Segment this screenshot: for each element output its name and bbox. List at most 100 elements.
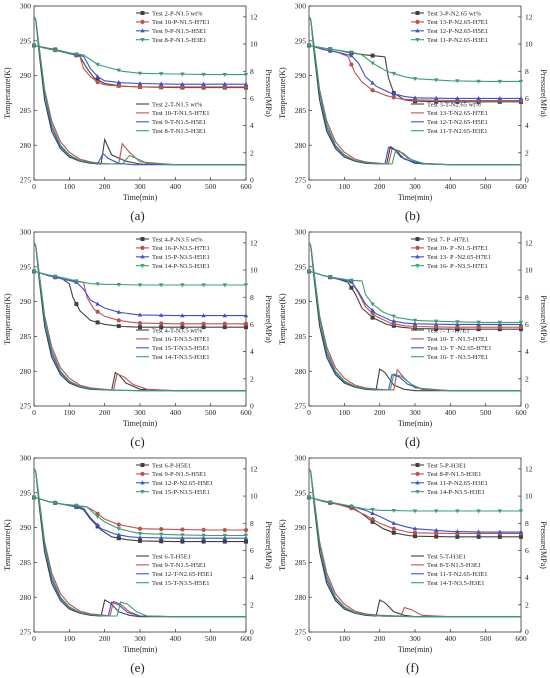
legend-marker [415,19,420,24]
data-point [180,527,185,532]
data-point [159,283,164,288]
data-point [180,539,185,544]
y2-tick-label: 12 [250,238,258,247]
data-point [95,309,100,314]
y2-tick-label: 4 [250,121,254,130]
legend-label: Test 5-P-H3E1 [427,462,466,469]
data-point [391,91,396,96]
data-point [243,84,249,89]
data-point [412,321,418,326]
data-point [180,533,185,538]
y2-tick-label: 2 [250,148,254,157]
x-axis-label: Time(min) [398,419,433,428]
data-point [222,283,227,288]
y-tick-label: 290 [295,71,307,80]
panel-caption: (d) [405,434,420,449]
y2-tick-label: 12 [525,464,533,473]
y2-tick-label: 0 [250,628,254,637]
y-tick-label: 285 [295,558,307,567]
y-tick-label: 285 [20,558,32,567]
data-point [391,520,396,525]
y-tick-label: 275 [20,628,32,637]
chart-svg: 0 100 200 300 400 500 600 275 280 285 290 295 300 0 2 4… [278,2,548,223]
y-tick-label: 300 [295,228,307,237]
data-point [74,503,79,508]
x-tick-label: 0 [32,182,36,191]
x-tick-label: 600 [515,182,527,191]
y2-tick-label: 12 [525,12,533,21]
y2-tick-label: 6 [250,94,254,103]
x-tick-label: 100 [64,634,76,643]
temperature-line [309,242,521,392]
data-point [434,509,439,514]
y2-tick-label: 10 [250,492,258,501]
data-point [180,313,185,318]
y-axis-label: Temperature(K) [278,519,287,571]
data-point [95,80,100,85]
y2-tick-label: 6 [250,320,254,329]
data-point [412,324,418,329]
data-point [95,282,100,287]
legend-label: Test 9-T-N1.5-H5E1 [152,562,206,569]
legend-label: Test 6-T-H5E1 [152,553,191,560]
pressure-line [309,44,521,82]
chart-panel: 0 100 200 300 400 500 600 275 280 285 290 295 300 0 2 4… [0,226,275,452]
data-point [159,539,164,544]
legend-label: Test 8-T-N1.5-H3E1 [427,562,481,569]
pressure-markers [31,43,249,86]
data-point [476,320,481,325]
y2-tick-label: 12 [525,238,533,247]
legend-label: Test 16- P -N3.5-H7E1 [427,263,488,270]
temperature-line [309,16,521,166]
y-tick-label: 295 [20,262,32,271]
x-tick-label: 400 [445,182,457,191]
data-point [95,511,100,516]
data-point [116,68,121,73]
y-axis-label: Temperature(K) [3,519,12,571]
x-tick-label: 400 [170,182,182,191]
data-point [53,501,58,506]
panel-caption: (e) [130,660,144,675]
y-tick-label: 280 [20,593,32,602]
data-point [243,533,249,538]
legend-label: Test 4-T-N3.5 wt% [152,327,203,334]
x-tick-label: 200 [99,408,111,417]
legend-label: Test 11-P-N2.65-H3E1 [427,480,488,487]
legend-marker [415,480,420,485]
data-point [201,539,206,544]
data-point [116,536,121,541]
data-point [116,83,121,89]
data-point [201,81,206,86]
x-axis-label: Time(min) [123,193,158,202]
x-tick-label: 0 [307,182,311,191]
legend-marker [415,245,420,250]
data-point [222,325,227,330]
data-point [201,527,206,533]
data-point [349,504,354,509]
data-point [434,534,439,539]
data-point [159,72,164,77]
data-point [391,314,396,319]
x-tick-label: 100 [339,408,351,417]
data-point [306,43,312,48]
y2-tick-label: 4 [525,347,529,356]
legend-marker [140,471,145,476]
data-point [244,539,248,544]
pressure-line [309,44,521,102]
y2-tick-label: 8 [525,519,529,528]
x-tick-label: 300 [134,634,146,643]
data-point [74,302,79,307]
y2-tick-label: 10 [250,40,258,49]
temperature-line [309,468,521,618]
data-point [370,307,375,312]
data-point [391,526,396,531]
legend-label: Test 8-P-N1.5-H3E1 [152,37,206,44]
legend-label: Test 13-T-N2.65-H7E1 [427,110,488,117]
legend-marker [140,254,145,259]
data-point [244,325,248,330]
data-point [370,80,375,85]
y2-axis-label: Pressure(MPa) [539,69,548,117]
y-tick-label: 275 [295,176,307,185]
data-point [455,534,460,539]
